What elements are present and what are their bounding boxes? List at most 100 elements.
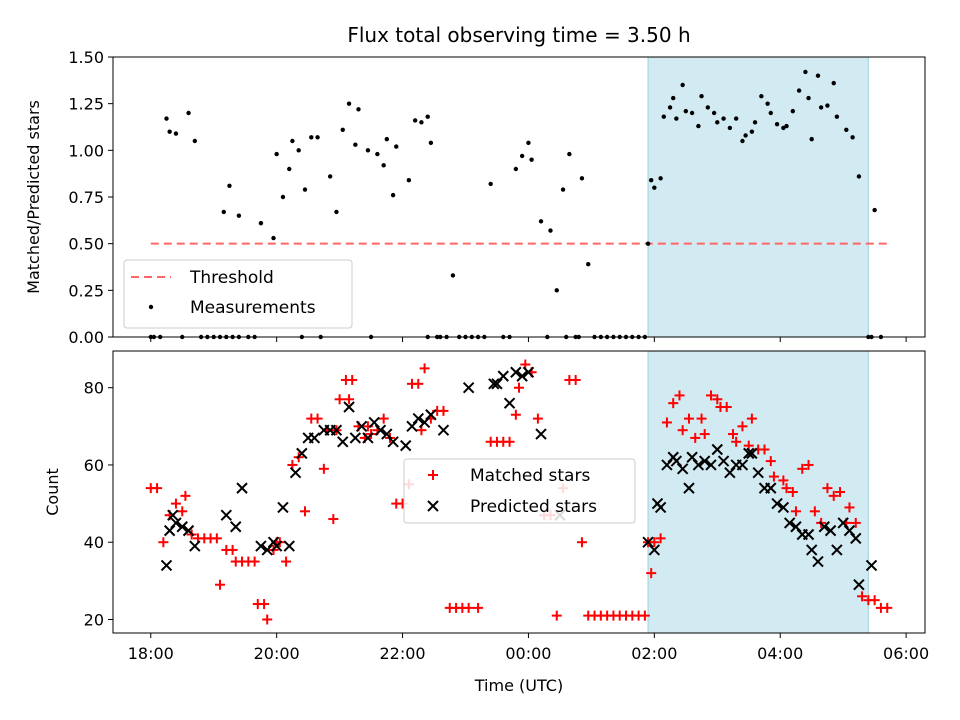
measurement-point xyxy=(384,136,390,142)
matched-star-point xyxy=(152,483,163,494)
matched-star-point xyxy=(790,506,801,517)
predicted-star-point xyxy=(676,463,689,475)
measurement-point xyxy=(340,127,345,132)
measurement-point xyxy=(419,120,424,125)
matched-star-point xyxy=(728,429,739,440)
measurement-point xyxy=(287,166,292,172)
top-panel: 0.00 0.25 0.50 0.75 1.00 1.25 1.50 Matched/Pre… xyxy=(24,48,926,347)
matched-star-point xyxy=(347,374,358,385)
measurement-point xyxy=(488,181,493,187)
measurement-point xyxy=(356,107,361,112)
matched-star-point xyxy=(828,490,839,501)
predicted-star-point xyxy=(296,447,308,460)
top-highlight-span xyxy=(647,56,869,338)
predicted-star-point xyxy=(362,432,374,444)
predicted-star-point xyxy=(491,378,503,390)
matched-star-point xyxy=(215,579,226,590)
legend-matched-label: Matched stars xyxy=(470,466,590,486)
measurement-point xyxy=(825,103,830,108)
predicted-star-point xyxy=(746,447,758,460)
matched-star-point xyxy=(835,487,846,497)
matched-star-point xyxy=(299,506,310,517)
predicted-star-point xyxy=(510,366,522,378)
predicted-star-point xyxy=(670,455,683,467)
measurement-point xyxy=(806,95,811,101)
bottom-ytick-label: 40 xyxy=(84,533,104,552)
predicted-star-point xyxy=(717,455,730,467)
predicted-star-point xyxy=(522,366,535,378)
measurement-point xyxy=(844,127,849,132)
x-axis-label: Time (UTC) xyxy=(474,676,563,695)
predicted-star-point xyxy=(308,432,321,444)
measurement-point xyxy=(513,166,519,172)
matched-star-point xyxy=(712,394,723,405)
chart-title: Flux total observing time = 3.50 h xyxy=(347,23,690,47)
bottom-plot-frame xyxy=(112,350,926,634)
predicted-star-point xyxy=(182,524,195,537)
measurement-point xyxy=(831,80,836,86)
measurement-point xyxy=(645,241,651,246)
matched-star-point xyxy=(463,602,474,613)
matched-star-point xyxy=(661,417,672,428)
matched-star-point xyxy=(869,595,880,606)
measurement-point xyxy=(381,163,386,168)
predicted-star-point xyxy=(381,428,393,440)
matched-star-point xyxy=(765,456,776,467)
measurement-point xyxy=(529,157,534,162)
measurement-point xyxy=(658,176,663,181)
predicted-star-point xyxy=(843,524,856,537)
measurement-point xyxy=(796,88,802,93)
matched-star-point xyxy=(473,602,484,613)
measurement-point xyxy=(768,110,773,116)
measurement-point xyxy=(221,209,226,215)
matched-star-point xyxy=(504,436,515,447)
xtick-label: 00:00 xyxy=(505,644,551,663)
predicted-star-point xyxy=(705,459,717,471)
measurement-point xyxy=(803,69,808,75)
matched-star-point xyxy=(158,537,169,548)
predicted-star-point xyxy=(736,459,749,471)
predicted-star-point xyxy=(437,424,450,436)
measurement-point xyxy=(809,136,814,142)
measurement-point xyxy=(519,153,525,159)
measurement-point xyxy=(280,194,286,200)
measurement-point xyxy=(743,133,748,138)
predicted-star-point xyxy=(167,509,179,521)
measurement-point xyxy=(334,209,339,215)
predicted-star-point xyxy=(812,555,824,568)
legend-matched-swatch xyxy=(428,470,438,480)
measurement-point xyxy=(290,138,295,144)
measurement-point xyxy=(296,148,301,153)
measurement-point xyxy=(818,105,824,110)
matched-star-point xyxy=(649,537,660,548)
matched-star-point xyxy=(690,432,701,443)
matched-star-point xyxy=(378,413,389,424)
predicted-star-point xyxy=(497,370,509,382)
measurement-point xyxy=(186,110,191,116)
measurement-point xyxy=(721,116,726,121)
measurement-point xyxy=(450,273,456,278)
bottom-ytick-label: 60 xyxy=(84,456,104,475)
matched-star-point xyxy=(177,506,188,517)
matched-star-point xyxy=(532,413,543,424)
matched-star-point xyxy=(249,556,260,567)
legend-predicted-swatch xyxy=(427,500,439,512)
measurement-point xyxy=(850,135,855,140)
xtick-label: 22:00 xyxy=(379,644,425,663)
measurement-point xyxy=(784,123,789,129)
measurement-point xyxy=(302,187,308,192)
measurement-point xyxy=(164,116,169,121)
bottom-legend: Matched stars Predicted stars xyxy=(403,458,636,524)
measurement-point xyxy=(715,120,720,125)
measurement-point xyxy=(327,174,333,179)
measurement-point xyxy=(752,120,758,125)
measurement-point xyxy=(586,262,591,267)
measurement-point xyxy=(548,228,553,233)
predicted-star-point xyxy=(374,424,387,436)
xtick-label: 02:00 xyxy=(631,644,677,663)
predicted-star-point xyxy=(802,528,815,541)
measurement-point xyxy=(872,207,877,213)
bottom-legend-box xyxy=(403,458,636,524)
predicted-star-point xyxy=(412,412,424,425)
